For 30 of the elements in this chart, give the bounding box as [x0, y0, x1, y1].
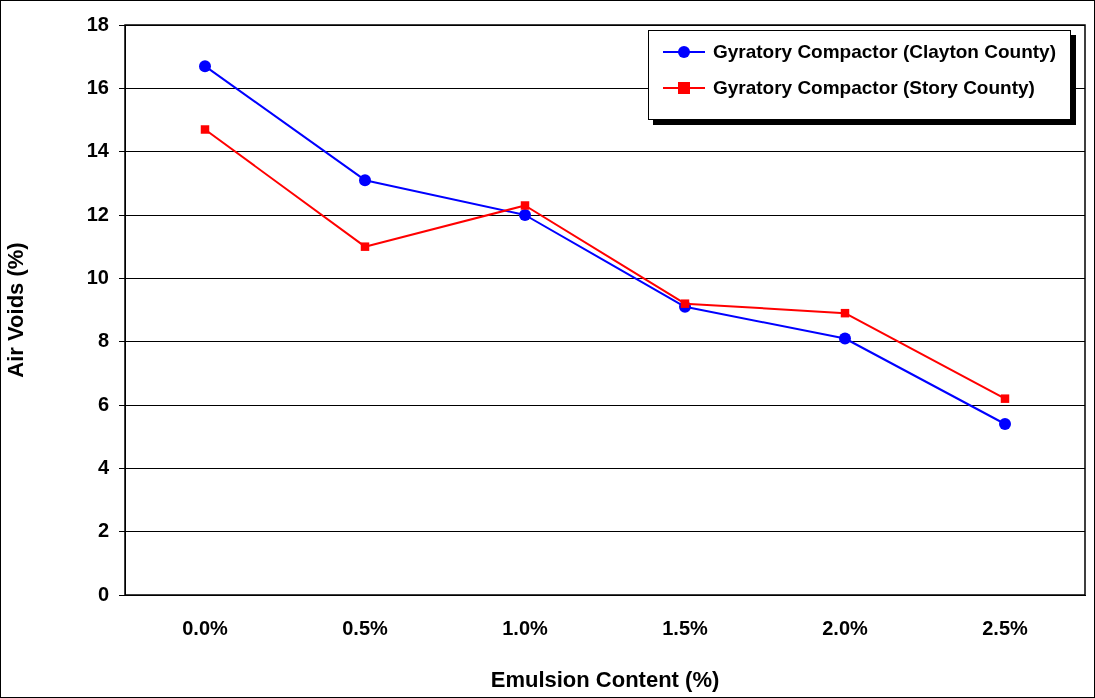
x-tick-label: 1.0%: [502, 616, 549, 639]
y-tick-label: 10: [86, 265, 109, 288]
y-tick-label: 0: [97, 582, 109, 605]
point: [519, 209, 531, 221]
x-tick-label: 1.5%: [662, 616, 709, 639]
y-tick-label: 16: [86, 75, 109, 98]
point: [839, 332, 851, 345]
point: [520, 201, 530, 210]
point: [999, 418, 1011, 430]
point: [680, 299, 690, 308]
x-tick-label: 0.0%: [182, 616, 229, 639]
y-tick-label: 4: [97, 455, 110, 478]
point: [359, 174, 371, 187]
legend-label: Gyratory Compactor (Story County): [712, 77, 1035, 99]
y-tick-label: 18: [86, 12, 109, 35]
legend-label: Gyratory Compactor (Clayton County): [712, 41, 1056, 63]
point: [199, 60, 211, 73]
y-tick-label: 14: [86, 139, 110, 162]
y-tick-label: 6: [97, 392, 109, 415]
point: [360, 242, 370, 251]
y-tick-label: 8: [97, 329, 109, 352]
x-tick-label: 2.5%: [982, 616, 1029, 639]
y-axis-title: Air Voids (%): [3, 242, 29, 378]
y-tick-label: 12: [86, 202, 109, 225]
x-tick-label: 2.0%: [822, 616, 869, 639]
x-tick-label: 0.5%: [342, 616, 389, 639]
point: [1000, 394, 1010, 403]
point: [200, 125, 210, 134]
y-tick-label: 2: [97, 519, 109, 542]
x-axis-title: Emulsion Content (%): [490, 666, 720, 692]
